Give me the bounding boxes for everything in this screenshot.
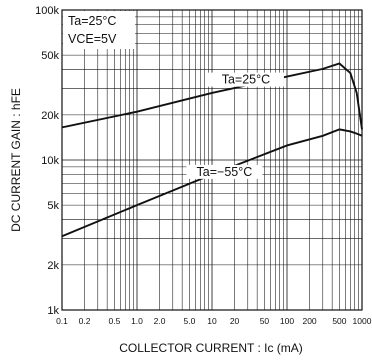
conditions-box: Ta=25°C VCE=5V (63, 11, 135, 49)
y-tick-label: 1k (47, 305, 59, 317)
series-line-ta-minus-55c (61, 128, 363, 238)
x-tick-label: 100 (280, 316, 294, 326)
series-label-background (186, 164, 263, 179)
series-line-ta-25c (61, 62, 363, 130)
condition-temperature: Ta=25°C (68, 14, 116, 28)
x-tick-label: 1000 (353, 316, 372, 326)
y-tick-label: 10k (41, 155, 59, 167)
y-tick-label: 2k (47, 260, 59, 272)
grid (62, 10, 362, 310)
series-labels: Ta=25°C Ta=−55°C (186, 72, 284, 179)
x-tick-label: 50 (260, 316, 270, 326)
condition-voltage: VCE=5V (68, 32, 117, 46)
series-label-background (207, 72, 284, 87)
x-tick-labels: 0.1 0.2 0.5 1.0 2.0 5.0 10 20 50 100 200 500 1000 (56, 316, 372, 326)
y-tick-label: 5k (47, 200, 59, 212)
x-tick-label: 500 (332, 316, 346, 326)
x-axis-title: COLLECTOR CURRENT : Ic (mA) (119, 341, 303, 355)
x-tick-label: 0.2 (79, 316, 91, 326)
plot-frame (61, 9, 363, 311)
x-tick-label: 20 (230, 316, 240, 326)
y-tick-label: 100k (35, 5, 59, 17)
y-axis-title: DC CURRENT GAIN : hFE (9, 88, 23, 232)
x-tick-label: 5.0 (184, 316, 196, 326)
x-tick-label: 1.0 (131, 316, 143, 326)
y-tick-label: 50k (41, 50, 59, 62)
x-tick-label: 10 (207, 316, 217, 326)
series-label-ta-minus-55c: Ta=−55°C (197, 165, 253, 179)
series-label-ta-25c: Ta=25°C (222, 73, 270, 87)
y-tick-label: 20k (41, 110, 59, 122)
conditions-background (63, 11, 135, 49)
x-tick-label: 200 (302, 316, 316, 326)
series-lines (61, 62, 363, 238)
y-tick-labels: 1k 2k 5k 10k 20k 50k 100k (35, 5, 59, 317)
x-tick-label: 0.5 (109, 316, 121, 326)
x-tick-label: 2.0 (154, 316, 166, 326)
x-tick-label: 0.1 (56, 316, 68, 326)
